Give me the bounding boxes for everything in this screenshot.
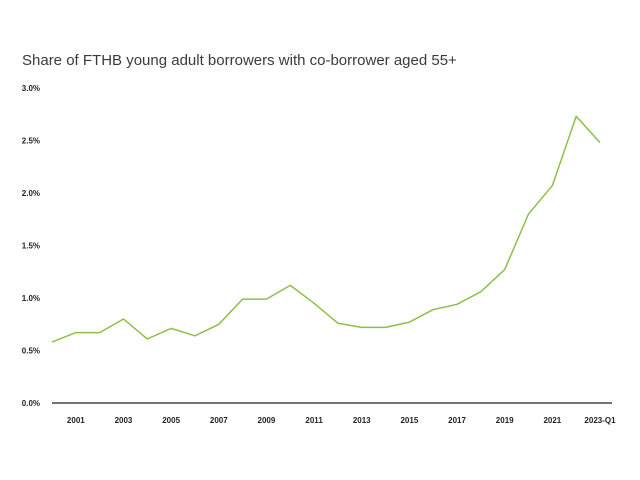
- x-tick-label: 2013: [353, 416, 371, 425]
- x-axis-ticks: 2001 2003 2005 2007 2009 2011 2013 2015 2017 2019…: [67, 416, 616, 425]
- y-axis-ticks: 0.0% 0.5% 1.0% 1.5% 2.0% 2.5% 3.0%: [22, 84, 40, 408]
- x-tick-label: 2023-Q1: [584, 416, 616, 425]
- x-tick-label: 2001: [67, 416, 85, 425]
- y-tick-label: 1.5%: [22, 242, 40, 251]
- y-tick-label: 1.0%: [22, 294, 40, 303]
- x-tick-label: 2003: [115, 416, 133, 425]
- chart-title: Share of FTHB young adult borrowers with…: [22, 52, 457, 69]
- y-tick-label: 2.5%: [22, 137, 40, 146]
- x-tick-label: 2007: [210, 416, 228, 425]
- x-tick-label: 2019: [496, 416, 514, 425]
- y-tick-label: 0.0%: [22, 399, 40, 408]
- x-tick-label: 2017: [448, 416, 466, 425]
- x-tick-label: 2015: [400, 416, 418, 425]
- x-tick-label: 2005: [162, 416, 180, 425]
- series-layer: [51, 115, 601, 343]
- y-tick-label: 0.5%: [22, 347, 40, 356]
- x-tick-label: 2011: [305, 416, 323, 425]
- x-tick-label: 2021: [543, 416, 561, 425]
- y-tick-label: 3.0%: [22, 84, 40, 93]
- x-tick-label: 2009: [258, 416, 276, 425]
- y-tick-label: 2.0%: [22, 189, 40, 198]
- series-line: [51, 115, 601, 343]
